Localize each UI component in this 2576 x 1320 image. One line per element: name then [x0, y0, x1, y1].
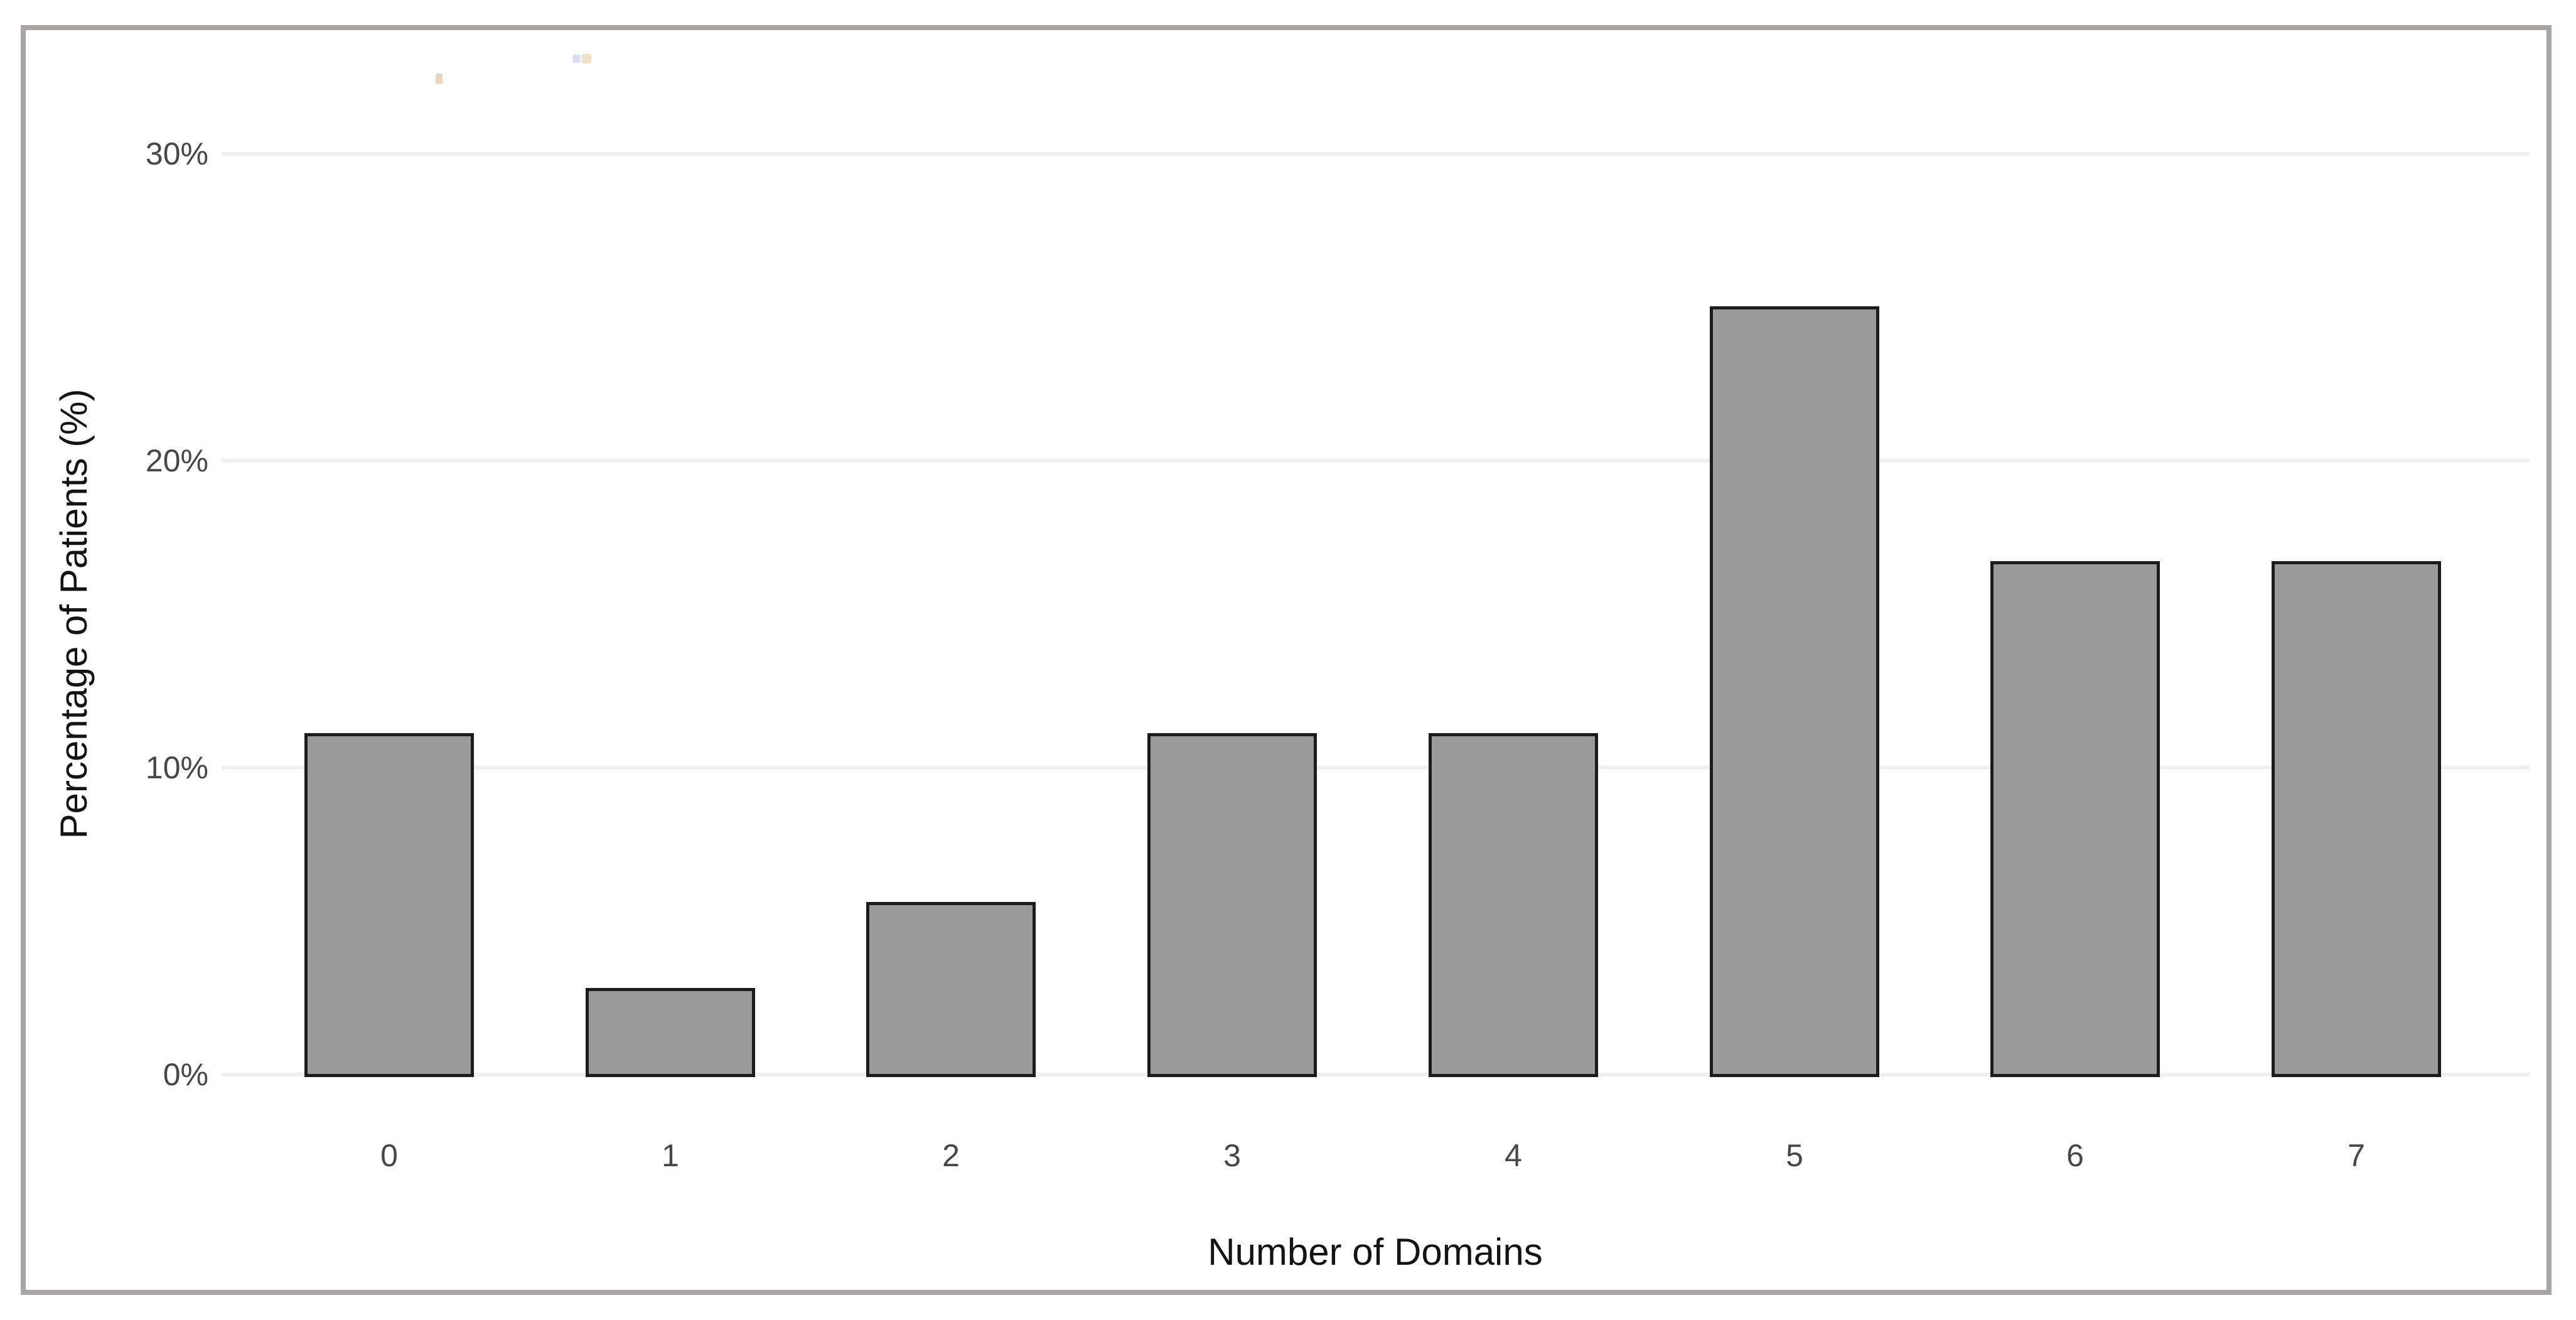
artifact-speck [582, 54, 591, 63]
x-tick-label: 2 [942, 1138, 960, 1173]
gridline-0% [222, 1073, 2530, 1076]
x-tick-label: 4 [1505, 1138, 1522, 1173]
artifact-speck [436, 73, 443, 84]
x-tick-label: 7 [2348, 1138, 2365, 1173]
y-tick-label: 0% [163, 1057, 208, 1092]
gridline-30% [222, 152, 2530, 156]
gridline-10% [222, 766, 2530, 770]
bar-domains-4 [1429, 733, 1598, 1077]
bar-domains-5 [1710, 306, 1879, 1077]
x-tick-label: 5 [1786, 1138, 1803, 1173]
y-tick-label: 10% [145, 750, 208, 785]
chart-frame [21, 25, 2552, 1295]
x-tick-label: 6 [2066, 1138, 2084, 1173]
bar-domains-7 [2272, 561, 2441, 1077]
y-axis-title: Percentage of Patients (%) [53, 389, 95, 839]
y-tick-label: 30% [145, 136, 208, 171]
x-tick-label: 3 [1223, 1138, 1241, 1173]
artifact-speck [572, 55, 581, 63]
bar-domains-3 [1147, 733, 1317, 1077]
bar-domains-6 [1990, 561, 2160, 1077]
x-tick-label: 1 [662, 1138, 679, 1173]
bar-domains-2 [866, 902, 1036, 1077]
y-tick-label: 20% [145, 443, 208, 478]
x-tick-label: 0 [380, 1138, 398, 1173]
gridline-20% [222, 459, 2530, 463]
x-axis-title: Number of Domains [1208, 1231, 1543, 1273]
bar-domains-1 [586, 988, 755, 1077]
bar-domains-0 [304, 733, 474, 1077]
